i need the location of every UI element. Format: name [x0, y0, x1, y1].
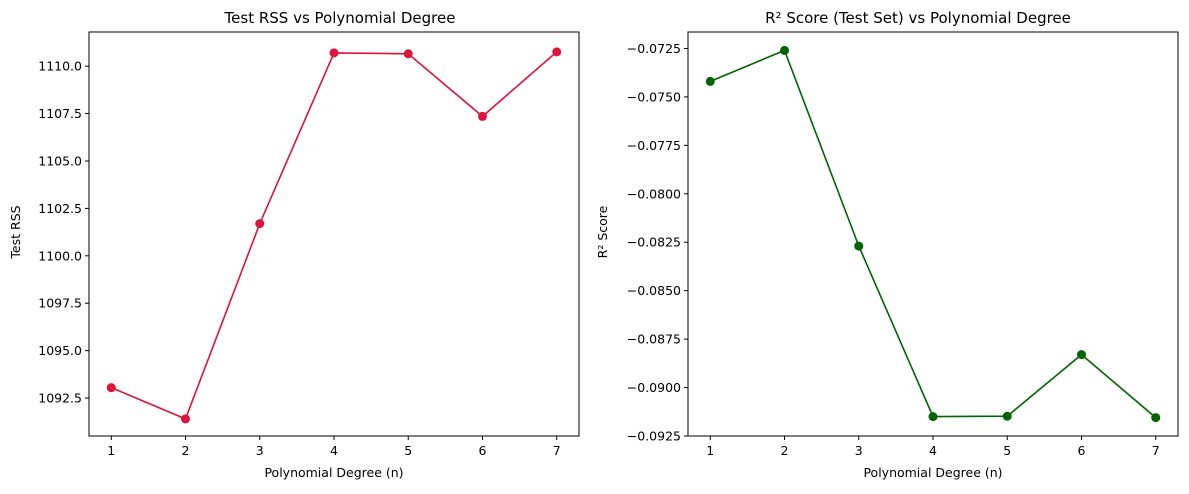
y-tick-label: 1110.0	[38, 59, 82, 74]
y-tick-label: 1097.5	[38, 296, 82, 311]
data-point	[255, 219, 265, 229]
x-axis-label: Polynomial Degree (n)	[264, 465, 403, 480]
r2-chart: R² Score (Test Set) vs Polynomial Degree…	[595, 9, 1179, 480]
y-tick-label: 1092.5	[38, 391, 82, 406]
y-tick-label: −0.0875	[627, 332, 681, 347]
y-tick-label: −0.0825	[627, 235, 681, 250]
x-tick-label: 2	[182, 443, 190, 458]
data-point	[1151, 413, 1161, 423]
y-tick-label: −0.0850	[627, 283, 681, 298]
x-tick-label: 6	[479, 443, 487, 458]
data-point	[705, 76, 715, 86]
y-axis-label: R² Score	[595, 205, 610, 258]
x-tick-label: 2	[781, 443, 789, 458]
data-point	[106, 383, 116, 393]
chart-title: R² Score (Test Set) vs Polynomial Degree	[765, 9, 1071, 27]
y-tick-label: −0.0925	[627, 429, 681, 444]
x-tick-label: 1	[107, 443, 115, 458]
data-point	[403, 49, 413, 59]
y-axis-label: Test RSS	[8, 205, 23, 259]
x-tick-label: 1	[706, 443, 714, 458]
x-tick-label: 7	[553, 443, 561, 458]
y-tick-label: −0.0775	[627, 138, 681, 153]
data-point	[1002, 411, 1012, 421]
data-point	[477, 111, 487, 121]
data-point	[329, 48, 339, 58]
y-tick-label: 1095.0	[38, 343, 82, 358]
y-tick-label: −0.0800	[627, 186, 681, 201]
data-point	[181, 414, 191, 424]
y-tick-label: −0.0750	[627, 89, 681, 104]
x-tick-label: 5	[404, 443, 412, 458]
data-point	[1076, 350, 1086, 360]
y-tick-label: 1107.5	[38, 106, 82, 121]
data-point	[552, 47, 562, 57]
y-tick-label: 1102.5	[38, 201, 82, 216]
series-line	[110, 51, 558, 420]
x-tick-label: 4	[330, 443, 338, 458]
x-tick-label: 4	[929, 443, 937, 458]
x-tick-label: 6	[1078, 443, 1086, 458]
data-point	[854, 241, 864, 251]
x-axis-label: Polynomial Degree (n)	[863, 465, 1002, 480]
axes-frame	[687, 31, 1179, 437]
x-tick-label: 3	[256, 443, 264, 458]
series-line	[709, 49, 1157, 419]
y-tick-label: 1105.0	[38, 153, 82, 168]
axes-frame	[88, 31, 580, 437]
data-point	[780, 45, 790, 55]
data-point	[928, 412, 938, 422]
x-tick-label: 5	[1003, 443, 1011, 458]
chart-title: Test RSS vs Polynomial Degree	[224, 9, 456, 27]
y-tick-label: −0.0900	[627, 380, 681, 395]
y-tick-label: −0.0725	[627, 41, 681, 56]
x-tick-label: 3	[855, 443, 863, 458]
y-tick-label: 1100.0	[38, 248, 82, 263]
x-tick-label: 7	[1152, 443, 1160, 458]
rss-chart: Test RSS vs Polynomial Degree Polynomial…	[8, 9, 580, 480]
